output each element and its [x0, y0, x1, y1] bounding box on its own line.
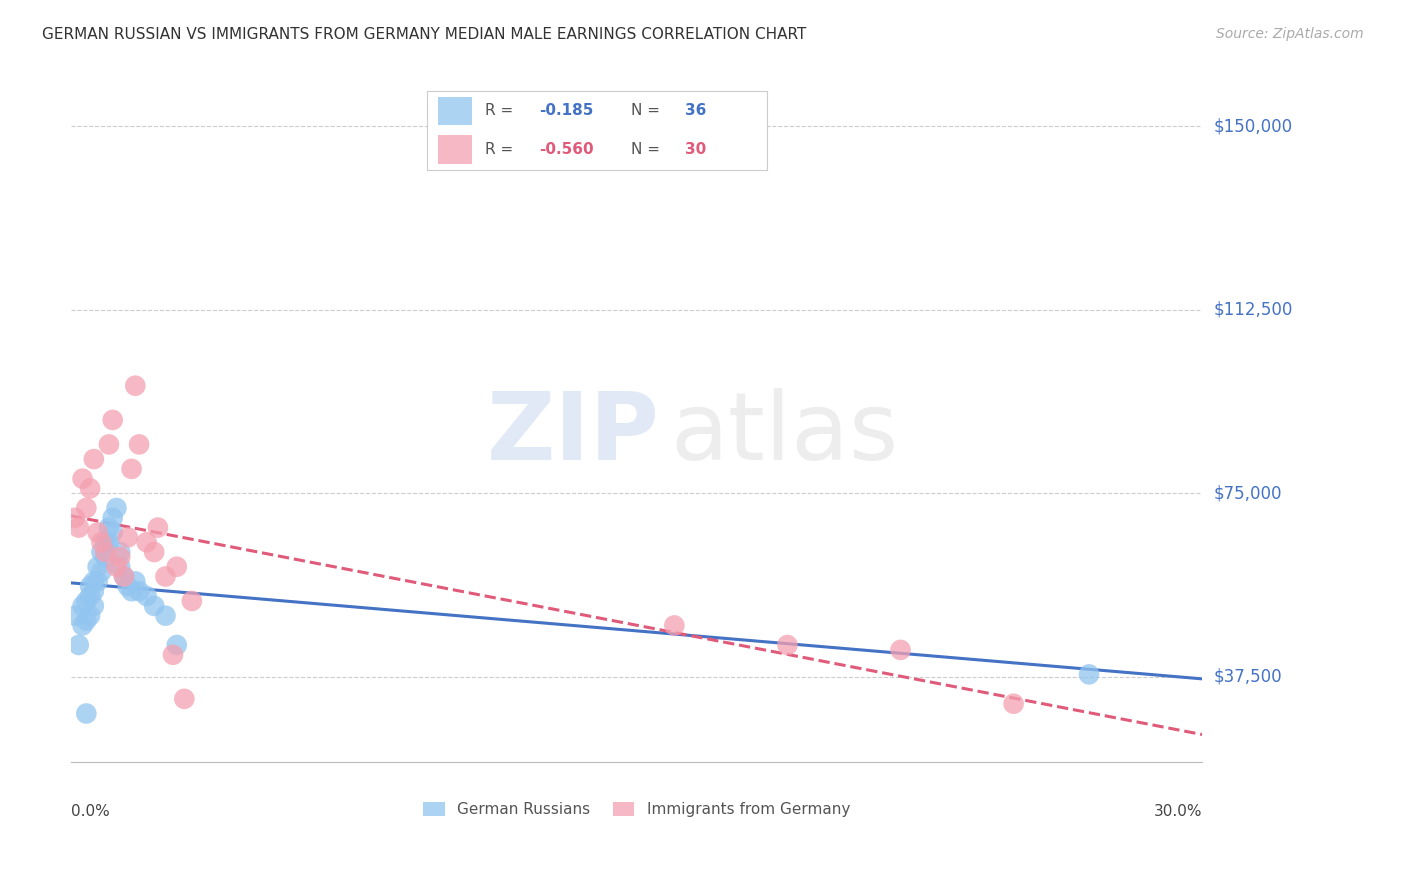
Point — [105, 501, 128, 516]
Point — [162, 648, 184, 662]
Text: GERMAN RUSSIAN VS IMMIGRANTS FROM GERMANY MEDIAN MALE EARNINGS CORRELATION CHART: GERMAN RUSSIAN VS IMMIGRANTS FROM GERMAN… — [42, 27, 807, 42]
Legend: German Russians, Immigrants from Germany: German Russians, Immigrants from Germany — [418, 796, 856, 823]
Point — [135, 589, 157, 603]
Point — [97, 520, 120, 534]
Point — [143, 599, 166, 613]
Point — [128, 437, 150, 451]
Point — [146, 520, 169, 534]
Point — [121, 462, 143, 476]
Point — [124, 574, 146, 589]
Text: $150,000: $150,000 — [1213, 118, 1292, 136]
Point — [143, 545, 166, 559]
Point — [105, 559, 128, 574]
Point — [79, 579, 101, 593]
Point — [97, 535, 120, 549]
Point — [67, 638, 90, 652]
Point — [79, 589, 101, 603]
Text: 0.0%: 0.0% — [72, 804, 110, 819]
Point — [90, 545, 112, 559]
Point — [117, 579, 139, 593]
Point — [72, 618, 94, 632]
Point — [101, 413, 124, 427]
Point — [72, 599, 94, 613]
Point — [86, 559, 108, 574]
Point — [94, 545, 117, 559]
Point — [86, 525, 108, 540]
Point — [180, 594, 202, 608]
Point — [83, 452, 105, 467]
Point — [1078, 667, 1101, 681]
Point — [94, 549, 117, 564]
Text: atlas: atlas — [671, 388, 898, 480]
Text: 30.0%: 30.0% — [1153, 804, 1202, 819]
Point — [75, 614, 97, 628]
Point — [97, 437, 120, 451]
Point — [155, 608, 177, 623]
Point — [112, 569, 135, 583]
Point — [94, 535, 117, 549]
Point — [110, 545, 132, 559]
Point — [83, 574, 105, 589]
Point — [166, 559, 188, 574]
Point — [664, 618, 686, 632]
Text: $75,000: $75,000 — [1213, 484, 1282, 502]
Point — [83, 599, 105, 613]
Point — [67, 520, 90, 534]
Point — [124, 378, 146, 392]
Point — [173, 691, 195, 706]
Point — [72, 472, 94, 486]
Text: $112,500: $112,500 — [1213, 301, 1292, 318]
Point — [889, 643, 911, 657]
Point — [63, 510, 86, 524]
Point — [75, 501, 97, 516]
Point — [1002, 697, 1025, 711]
Point — [83, 584, 105, 599]
Text: $37,500: $37,500 — [1213, 668, 1282, 686]
Point — [110, 549, 132, 564]
Point — [101, 525, 124, 540]
Point — [79, 608, 101, 623]
Point — [86, 574, 108, 589]
Point — [166, 638, 188, 652]
Point — [63, 608, 86, 623]
Point — [75, 594, 97, 608]
Point — [110, 559, 132, 574]
Text: ZIP: ZIP — [486, 388, 659, 480]
Point — [112, 569, 135, 583]
Text: Source: ZipAtlas.com: Source: ZipAtlas.com — [1216, 27, 1364, 41]
Point — [135, 535, 157, 549]
Point — [155, 569, 177, 583]
Point — [79, 482, 101, 496]
Point — [75, 706, 97, 721]
Point — [776, 638, 799, 652]
Point — [101, 510, 124, 524]
Point — [128, 584, 150, 599]
Point — [121, 584, 143, 599]
Point — [90, 535, 112, 549]
Point — [117, 530, 139, 544]
Point — [90, 565, 112, 579]
